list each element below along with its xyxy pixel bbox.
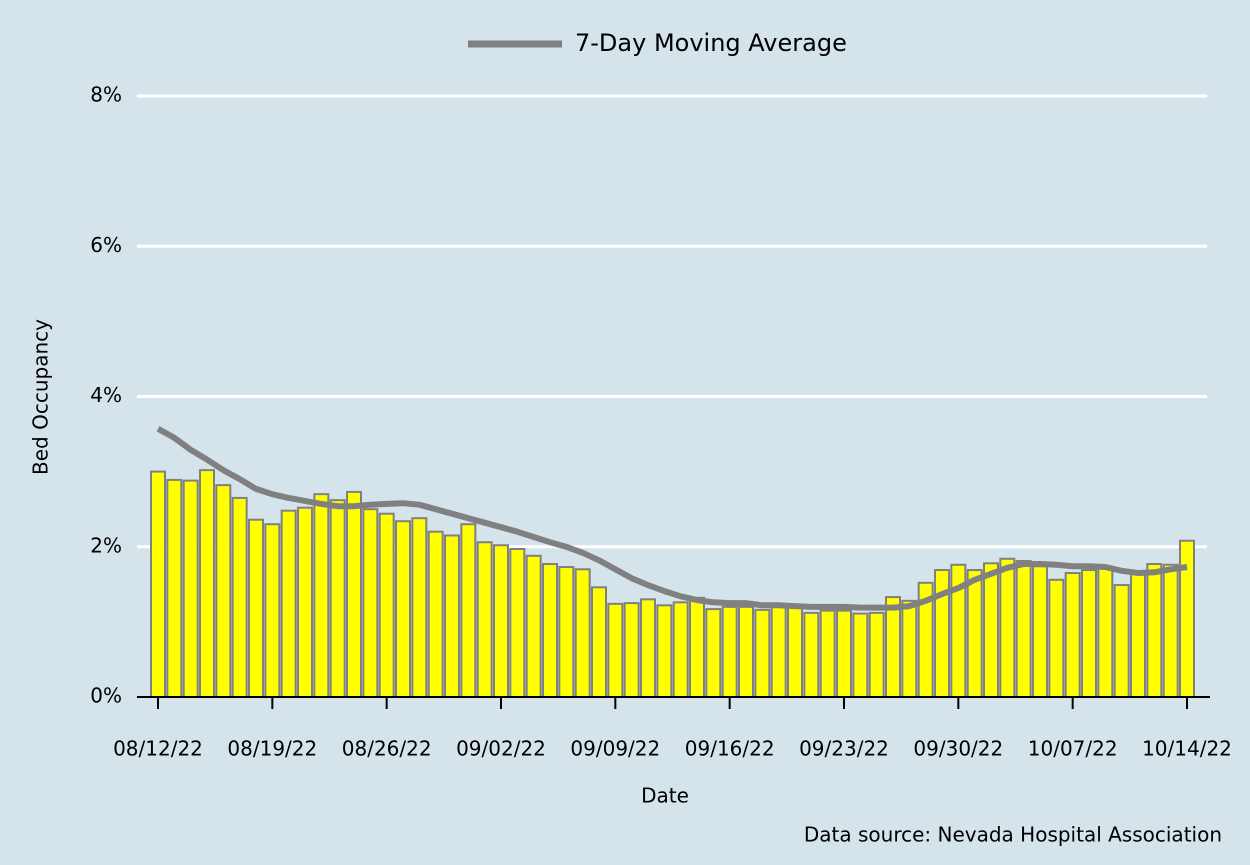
- x-tick-label: 09/09/22: [570, 737, 660, 761]
- bar: [264, 523, 281, 699]
- bar: [476, 541, 493, 698]
- bar: [1179, 539, 1195, 698]
- bar: [297, 506, 313, 698]
- bar: [378, 512, 395, 698]
- source-note: Data source: Nevada Hospital Association: [804, 823, 1222, 847]
- bar: [313, 493, 330, 698]
- bar: [1146, 563, 1163, 698]
- bar: [836, 609, 852, 699]
- bar: [574, 568, 591, 698]
- bar: [966, 569, 983, 699]
- bar: [787, 606, 803, 699]
- bar: [672, 601, 689, 699]
- bar: [427, 530, 444, 698]
- bar: [1162, 563, 1179, 699]
- bar: [395, 520, 411, 699]
- x-tick-label: 09/16/22: [685, 737, 775, 761]
- bar: [819, 609, 836, 699]
- bar: [591, 586, 607, 699]
- bar: [738, 605, 754, 698]
- bar: [150, 470, 166, 698]
- bar: [803, 611, 820, 698]
- y-axis-label: Bed Occupancy: [29, 319, 53, 475]
- x-axis-label: Date: [641, 784, 689, 808]
- y-tick-label: 2%: [90, 533, 122, 557]
- bar: [1015, 560, 1032, 698]
- bar: [280, 509, 297, 698]
- y-tick-label: 4%: [90, 383, 122, 407]
- x-tick-label: 08/19/22: [227, 737, 317, 761]
- bar: [868, 611, 885, 698]
- bar: [983, 562, 999, 699]
- bar: [525, 554, 542, 699]
- y-tick-label: 0%: [90, 684, 122, 708]
- bar: [721, 605, 738, 698]
- bar: [248, 518, 264, 699]
- x-tick-label: 09/02/22: [456, 737, 546, 761]
- bar: [1048, 578, 1065, 698]
- bar: [640, 598, 656, 699]
- x-tick-label: 09/23/22: [799, 737, 889, 761]
- x-tick-label: 08/12/22: [113, 737, 203, 761]
- bar: [1097, 566, 1114, 698]
- bar: [885, 596, 901, 698]
- bar: [558, 566, 575, 698]
- bar: [215, 484, 232, 698]
- bar: [509, 548, 526, 698]
- bar: [999, 557, 1016, 699]
- bar: [901, 599, 918, 699]
- bar: [705, 608, 722, 699]
- bar: [493, 544, 509, 698]
- moving-average-line: [156, 426, 1188, 611]
- bar: [1081, 569, 1097, 699]
- bar: [329, 499, 346, 698]
- bar: [852, 612, 869, 699]
- bar: [934, 569, 950, 699]
- x-tick-label: 10/14/22: [1142, 737, 1232, 761]
- bar: [460, 523, 477, 699]
- bar: [1113, 584, 1130, 698]
- bar: [199, 469, 215, 698]
- y-tick-label: 8%: [90, 83, 122, 107]
- bar: [444, 534, 460, 699]
- bar: [1032, 565, 1048, 698]
- bar: [1064, 572, 1081, 699]
- bar: [182, 479, 199, 699]
- bar: [1130, 572, 1146, 698]
- legend-label: 7-Day Moving Average: [575, 29, 847, 57]
- bar: [623, 602, 640, 698]
- bar: [166, 478, 183, 699]
- bar: [607, 602, 624, 698]
- bar: [770, 605, 787, 699]
- bar: [656, 604, 673, 698]
- bar: [231, 496, 248, 699]
- bar: [362, 508, 379, 698]
- x-tick-label: 09/30/22: [913, 737, 1003, 761]
- bar: [411, 517, 428, 699]
- bar: [754, 608, 771, 698]
- bar: [542, 563, 558, 698]
- y-tick-label: 6%: [90, 233, 122, 257]
- bar: [346, 490, 362, 698]
- bar: [689, 596, 705, 699]
- x-tick-label: 10/07/22: [1028, 737, 1118, 761]
- x-tick-label: 08/26/22: [342, 737, 432, 761]
